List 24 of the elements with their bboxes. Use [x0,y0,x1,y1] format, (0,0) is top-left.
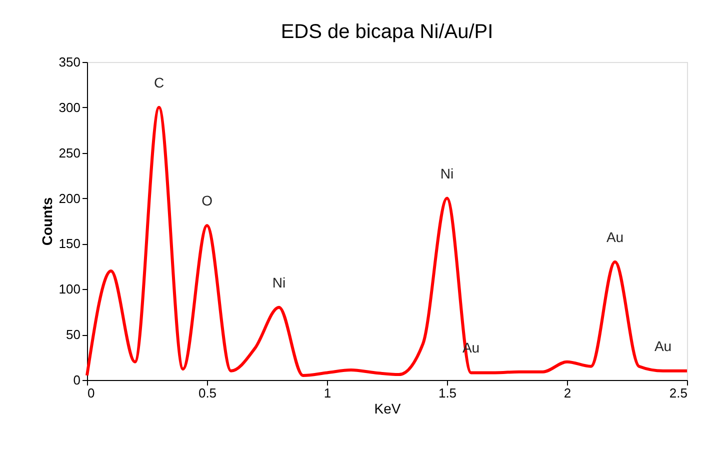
y-tick-label: 250 [58,145,80,160]
x-tick-label: 0 [88,386,95,400]
y-tick-label: 100 [58,282,80,297]
annotation: Ni [440,165,454,182]
y-tick-label: 50 [66,327,80,342]
annotation: O [202,192,213,209]
y-tick-label: 300 [58,100,80,115]
y-axis-title: Counts [38,197,55,246]
x-tick-label: 1.5 [438,386,457,400]
annotation: C [154,74,164,90]
x-tick-label: 2 [564,386,572,400]
annotation: Au [606,228,624,245]
line-series [86,106,688,377]
y-tick-label: 150 [58,236,80,252]
annotation: Au [654,338,672,354]
x-tick-label: 0.5 [198,386,217,400]
x-axis-title: KeV [374,400,402,416]
y-tick-label: 200 [58,190,80,206]
y-tick-label: 0 [73,372,80,388]
y-tick-label: 350 [58,54,80,70]
chart-title: EDS de bicapa Ni/Au/PI [280,21,494,43]
x-tick-label: 1 [324,386,332,400]
annotation: Ni [272,274,286,290]
x-tick-label: 2.5 [669,386,688,400]
